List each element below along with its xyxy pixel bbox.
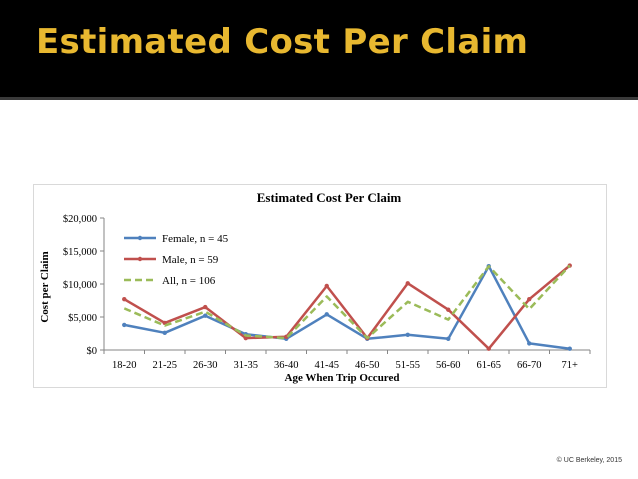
- x-tick-label: 56-60: [436, 360, 461, 371]
- axes: $0 $5,000 $10,000 $15,000 $20,000 18-20 21-25 2…: [63, 214, 591, 371]
- x-tick-label: 18-20: [112, 360, 137, 371]
- data-point: [567, 346, 572, 351]
- legend-label: Female, n = 45: [162, 233, 229, 245]
- data-point: [527, 341, 532, 346]
- data-point: [243, 335, 248, 341]
- series-line: [123, 264, 571, 350]
- x-tick-label: 41-45: [315, 360, 340, 371]
- title-underline: [0, 97, 638, 100]
- x-tick-label: 26-30: [193, 360, 218, 371]
- chart-frame: [33, 184, 607, 388]
- x-tick-label: 46-50: [355, 360, 380, 371]
- y-tick-label: $15,000: [63, 247, 97, 258]
- data-point: [405, 281, 410, 286]
- x-tick-label: 71+: [562, 360, 579, 371]
- x-tick-label: 51-55: [396, 360, 421, 371]
- data-point: [527, 296, 532, 302]
- data-point: [446, 336, 451, 341]
- x-tick-label: 61-65: [477, 360, 502, 371]
- series-line: [123, 264, 571, 340]
- data-point: [203, 304, 208, 310]
- legend-marker: [137, 235, 143, 241]
- x-tick-label: 66-70: [517, 360, 542, 371]
- y-tick-label: $0: [87, 346, 98, 357]
- x-tick-label: 21-25: [153, 360, 178, 371]
- legend: Female, n = 45 Male, n = 59 All, n = 106: [124, 233, 229, 287]
- copyright-footer: © UC Berkeley, 2015: [556, 457, 622, 464]
- data-point: [122, 322, 127, 328]
- x-tick-label: 31-35: [234, 360, 259, 371]
- legend-marker: [137, 256, 143, 262]
- series-layer: [122, 263, 572, 351]
- chart-title: Estimated Cost Per Claim: [257, 190, 402, 205]
- data-point: [122, 296, 127, 302]
- data-point: [405, 332, 410, 338]
- data-point: [446, 307, 451, 312]
- slide-title: Estimated Cost Per Claim: [36, 22, 529, 62]
- y-tick-label: $20,000: [63, 214, 97, 225]
- y-axis-label: Cost per Claim: [39, 251, 51, 322]
- title-bar: Estimated Cost Per Claim: [0, 0, 638, 100]
- legend-label: All, n = 106: [162, 275, 216, 287]
- data-point: [486, 346, 491, 351]
- legend-label: Male, n = 59: [162, 254, 219, 266]
- data-point: [162, 330, 167, 336]
- series-line: [124, 264, 570, 350]
- x-tick-label: 36-40: [274, 360, 299, 371]
- data-point: [324, 283, 329, 289]
- y-tick-label: $5,000: [68, 313, 97, 324]
- x-axis-label: Age When Trip Occured: [285, 372, 400, 384]
- data-point: [324, 312, 329, 317]
- y-tick-label: $10,000: [63, 280, 97, 291]
- data-point: [203, 313, 208, 318]
